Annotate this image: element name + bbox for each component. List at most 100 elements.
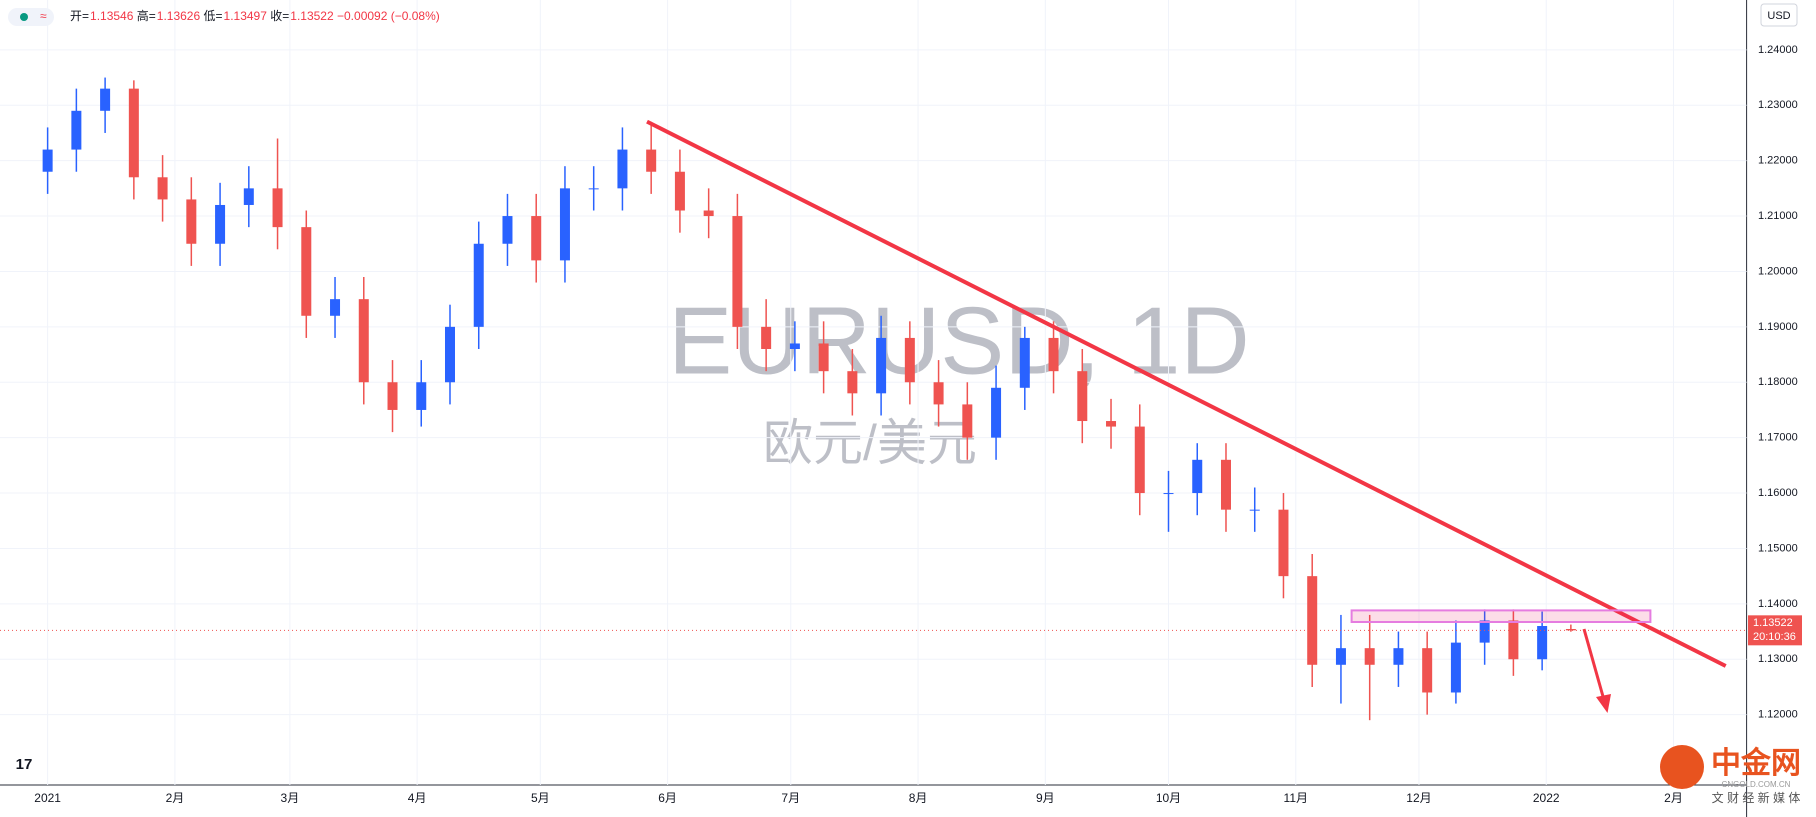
candle-body (215, 204, 226, 244)
candle-body (991, 387, 1002, 438)
y-tick-label: 1.16000 (1758, 487, 1798, 499)
resistance-zone (1350, 609, 1652, 624)
candle-body (1220, 459, 1231, 510)
status-dot (20, 13, 28, 21)
x-tick-label: 9月 (1036, 791, 1055, 805)
candle-body (387, 382, 398, 410)
candle-body (1106, 421, 1117, 427)
x-tick-label: 12月 (1406, 791, 1431, 805)
x-tick-label: 5月 (531, 791, 550, 805)
tv-logo (8, 752, 40, 776)
y-tick-label: 1.19000 (1758, 321, 1798, 333)
logo-slogan: 文 财 经 新 媒 体 (1712, 790, 1801, 805)
y-tick-label: 1.23000 (1758, 99, 1798, 111)
candle-body (1019, 337, 1030, 388)
price-tag-price: 1.13522 (1753, 617, 1793, 629)
ohlc-value: 1.13522 (290, 9, 334, 23)
x-tick-label: 4月 (408, 791, 427, 805)
candle-body (1048, 337, 1059, 372)
candle-body (444, 326, 455, 383)
candle-body (1393, 648, 1404, 665)
trend-line (646, 119, 1727, 668)
y-tick-label: 1.18000 (1758, 376, 1798, 388)
x-tick-label: 7月 (781, 791, 800, 805)
x-tick-label: 2021 (34, 791, 61, 805)
candle-body (416, 382, 427, 410)
candle-body (1422, 648, 1433, 693)
y-tick-label: 1.22000 (1758, 155, 1798, 167)
ohlc-value: 1.13626 (157, 9, 201, 23)
candle-body (1077, 371, 1088, 422)
candle-body (1134, 426, 1145, 494)
candle-body (646, 149, 657, 172)
ohlc-label: 低= (204, 9, 223, 23)
y-tick-label: 1.20000 (1758, 265, 1798, 277)
candle-body (674, 171, 685, 211)
candle-body (588, 188, 599, 190)
logo-icon (1660, 745, 1704, 789)
ohlc-label: 开= (70, 9, 89, 23)
price-tag (1748, 615, 1802, 646)
x-tick-label: 3月 (281, 791, 300, 805)
candle-body (818, 343, 829, 372)
candle-body (1192, 459, 1203, 494)
candle-body (502, 216, 513, 244)
candle-body (789, 343, 800, 350)
candle-body (703, 210, 714, 217)
currency-button[interactable] (1760, 3, 1798, 27)
candle-body (100, 88, 111, 111)
tv-logo-text: 17 (16, 756, 33, 773)
candle-body (1479, 620, 1490, 643)
x-tick-label: 6月 (658, 791, 677, 805)
candle-body (1508, 620, 1519, 660)
candle-body (531, 216, 542, 261)
candle-body (301, 227, 312, 316)
candle-body (761, 326, 772, 350)
candle-body (1565, 628, 1576, 631)
x-tick-label: 2022 (1533, 791, 1560, 805)
candle-body (617, 149, 628, 189)
watermark-name: 欧元/美元 (763, 415, 977, 471)
candle-body (42, 149, 53, 172)
candle-body (1450, 642, 1461, 693)
y-tick-label: 1.17000 (1758, 432, 1798, 444)
candle-body (1163, 493, 1174, 495)
y-tick-label: 1.21000 (1758, 210, 1798, 222)
candle-body (330, 299, 341, 316)
logo-domain: CNGOLD.COM.CN (1722, 780, 1791, 789)
candle-body (272, 188, 283, 228)
candle-body (559, 188, 570, 261)
candle-body (1278, 509, 1289, 577)
x-tick-label: 8月 (909, 791, 928, 805)
x-tick-label: 11月 (1284, 791, 1308, 805)
candle-body (358, 299, 369, 383)
ohlc-change: −0.00092 (−0.08%) (337, 9, 440, 23)
ohlc-label: 收= (270, 9, 289, 23)
y-tick-label: 1.13000 (1758, 653, 1798, 665)
candle-body (157, 177, 168, 200)
logo-name: 中金网 (1711, 746, 1801, 780)
candle-body (243, 188, 254, 205)
currency[interactable]: USD (1767, 10, 1790, 22)
candle-body (876, 337, 887, 394)
price-tag-countdown: 20:10:36 (1753, 631, 1796, 643)
candle-body (473, 243, 484, 327)
candle-body (1249, 509, 1260, 511)
candle-body (962, 404, 973, 438)
candle-body (933, 382, 944, 405)
y-tick-label: 1.14000 (1758, 598, 1798, 610)
y-tick-label: 1.15000 (1758, 542, 1798, 554)
y-tick-label: 1.24000 (1758, 44, 1798, 56)
candle-body (71, 110, 82, 150)
ohlc-value: 1.13497 (224, 9, 268, 23)
status-pill (8, 8, 54, 26)
candle-body (1335, 648, 1346, 665)
candle-body (847, 371, 858, 394)
x-tick-label: 2月 (1664, 791, 1683, 805)
candle-body (732, 216, 743, 327)
y-tick-label: 1.12000 (1758, 709, 1798, 721)
x-tick-label: 10月 (1156, 791, 1181, 805)
candle-body (1307, 576, 1318, 665)
